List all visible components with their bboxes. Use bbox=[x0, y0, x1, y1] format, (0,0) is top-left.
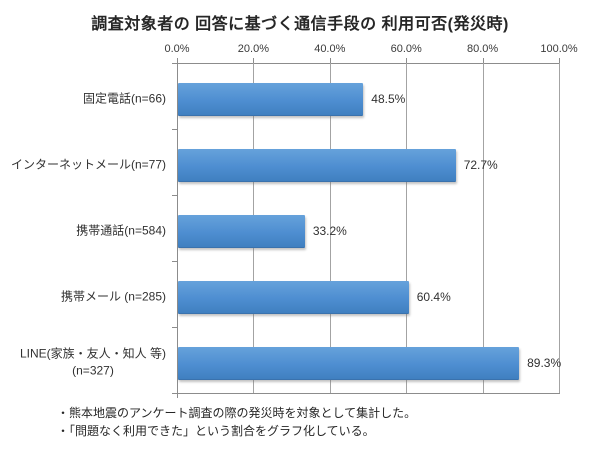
bar-3 bbox=[178, 281, 409, 314]
x-axis-tick-label: 20.0% bbox=[237, 43, 269, 55]
x-axis-tick-label: 100.0% bbox=[540, 43, 578, 55]
x-axis-tick-mark bbox=[482, 58, 484, 64]
y-axis-tick-mark bbox=[172, 129, 178, 130]
x-axis-tick-mark bbox=[253, 58, 255, 64]
x-axis-tick-label: 60.0% bbox=[390, 43, 422, 55]
data-label-4: 89.3% bbox=[527, 356, 562, 370]
data-label-1: 72.7% bbox=[463, 158, 498, 172]
category-label-line: インターネットメール(n=77) bbox=[10, 157, 166, 172]
x-axis-tick-mark bbox=[406, 58, 408, 64]
category-label-line: LINE(家族・友人・知人 等) bbox=[19, 346, 166, 361]
y-axis-tick-mark bbox=[172, 195, 178, 196]
bar-2 bbox=[178, 215, 305, 248]
x-axis-tick-label: 80.0% bbox=[466, 43, 499, 55]
x-axis-tick-mark bbox=[329, 58, 331, 64]
category-label-4: LINE(家族・友人・知人 等) (n=327) bbox=[20, 346, 166, 381]
x-axis-tick-mark bbox=[559, 58, 560, 64]
x-axis-tick-label: 0.0% bbox=[164, 43, 190, 55]
y-axis-tick-mark bbox=[172, 63, 178, 64]
category-label-line: 携帯メール (n=285) bbox=[60, 289, 166, 304]
gridline bbox=[559, 63, 560, 393]
category-label-1: インターネットメール(n=77) bbox=[11, 156, 166, 173]
footnote-line: ・熊本地震のアンケート調査の際の発災時を対象として集計した。 bbox=[57, 406, 417, 420]
y-axis-tick-mark bbox=[172, 393, 178, 394]
data-label-3: 60.4% bbox=[416, 290, 451, 304]
x-axis-tick-label: 40.0% bbox=[314, 43, 346, 55]
y-axis-line bbox=[177, 58, 178, 398]
x-axis-line bbox=[177, 63, 560, 64]
gridline bbox=[482, 63, 484, 393]
y-axis-tick-mark bbox=[172, 327, 178, 328]
chart-title: 調査対象者の 回答に基づく通信手段の 利用可否(発災時) bbox=[91, 16, 509, 33]
bar-1 bbox=[178, 149, 456, 182]
data-label-2: 33.2% bbox=[312, 224, 347, 238]
footnote-line: ・「問題なく利用できた」という割合をグラフ化している。 bbox=[57, 424, 375, 438]
plot-bottom-border bbox=[177, 393, 560, 394]
gridline bbox=[406, 63, 408, 393]
x-axis-tick-mark bbox=[177, 58, 178, 64]
data-label-0: 48.5% bbox=[371, 92, 406, 106]
bar-0 bbox=[178, 83, 364, 116]
category-label-2: 携帯通話(n=584) bbox=[76, 222, 166, 239]
gridline bbox=[329, 63, 331, 393]
category-label-3: 携帯メール (n=285) bbox=[61, 288, 166, 305]
y-axis-tick-mark bbox=[172, 261, 178, 262]
bar-4 bbox=[178, 347, 520, 380]
category-label-line: 携帯通話(n=584) bbox=[76, 223, 166, 238]
footnotes: ・熊本地震のアンケート調査の際の発災時を対象として集計した。 ・「問題なく利用で… bbox=[57, 404, 416, 440]
category-label-line: (n=327) bbox=[72, 364, 114, 378]
category-label-line: 固定電話(n=66) bbox=[82, 91, 166, 106]
category-label-0: 固定電話(n=66) bbox=[83, 90, 166, 107]
